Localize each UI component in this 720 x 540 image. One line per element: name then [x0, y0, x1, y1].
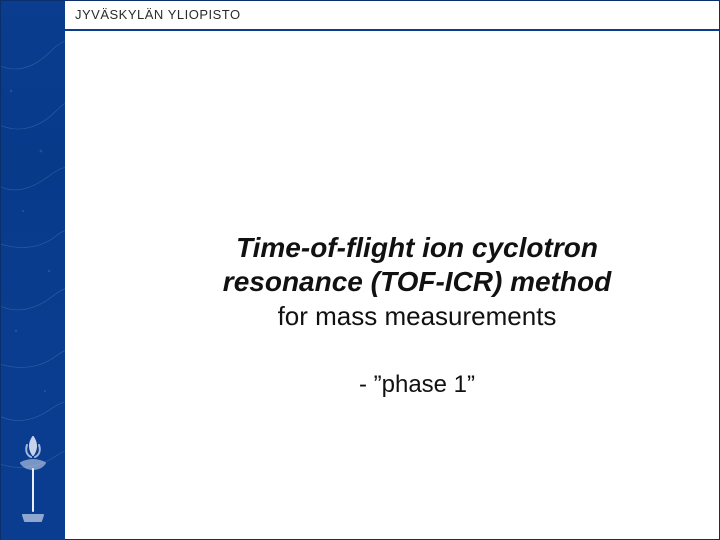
- title-line-2: resonance (TOF-ICR) method: [155, 265, 679, 299]
- sidebar: [1, 1, 65, 540]
- slide: JYVÄSKYLÄN YLIOPISTO Time-of-flight ion …: [0, 0, 720, 540]
- institution-label: JYVÄSKYLÄN YLIOPISTO: [75, 7, 241, 22]
- torch-icon: [15, 433, 51, 523]
- title-line-3: for mass measurements: [155, 300, 679, 334]
- title-line-1: Time-of-flight ion cyclotron: [155, 231, 679, 265]
- title-block: Time-of-flight ion cyclotron resonance (…: [155, 231, 679, 334]
- subtitle: - ”phase 1”: [155, 371, 679, 399]
- content-area: Time-of-flight ion cyclotron resonance (…: [65, 31, 719, 539]
